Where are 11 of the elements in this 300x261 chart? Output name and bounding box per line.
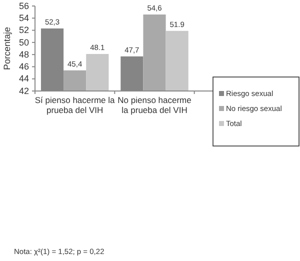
y-tick-label: 48 [18, 49, 29, 60]
y-tick-label: 54 [18, 13, 29, 24]
y-tick-label: 50 [18, 37, 29, 48]
y-axis-title: Porcentaje [2, 26, 12, 70]
y-tick-label: 52 [18, 25, 29, 36]
y-tick-label: 56 [18, 0, 29, 11]
x-tick-label: Sí pienso hacerme la prueba del VIH [34, 95, 116, 115]
y-tick-label: 46 [18, 62, 29, 72]
y-tick-label: 44 [18, 74, 29, 84]
y-tick-label: 42 [18, 86, 29, 96]
x-tick-label: No pienso hacerme la prueba del VIH [118, 95, 192, 115]
